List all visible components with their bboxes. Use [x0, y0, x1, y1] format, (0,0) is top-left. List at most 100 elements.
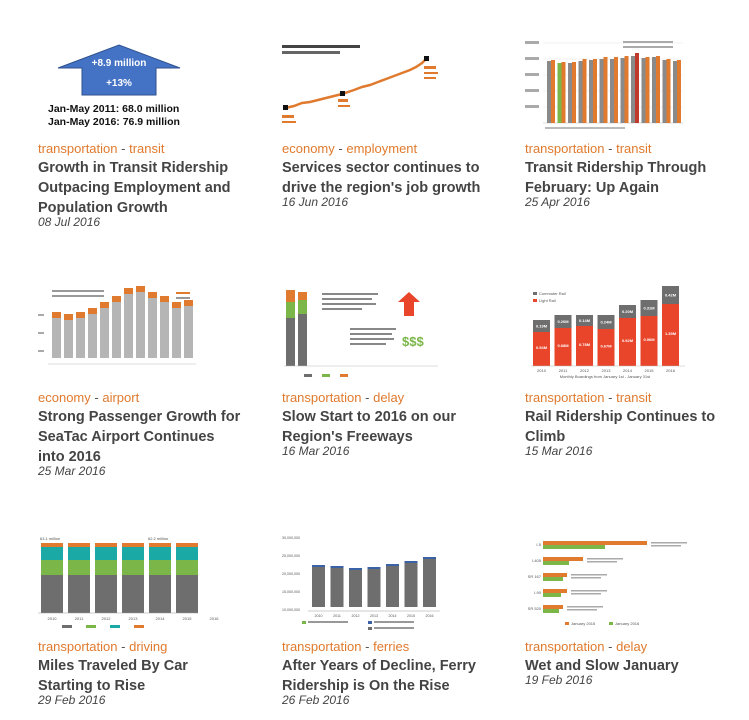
thumb-bar [112, 300, 121, 358]
year-label: 2010 [537, 368, 547, 373]
thumb-bar [662, 304, 679, 366]
category-link[interactable]: airport [102, 390, 140, 405]
post-date: 15 Mar 2016 [525, 444, 593, 458]
category-link[interactable]: transportation [525, 639, 605, 654]
commuter-rail-value: 0.24M [600, 320, 612, 325]
post-title[interactable]: After Years of Decline, Ferry Ridership … [282, 658, 476, 694]
post-title[interactable]: Strong Passenger Growth for SeaTac Airpo… [38, 409, 241, 465]
post-title[interactable]: Services sector continues to drive the r… [282, 160, 481, 196]
thumb-bar [677, 60, 681, 123]
post-categories: transportation - transit [525, 141, 652, 156]
category-link[interactable]: economy [38, 390, 91, 405]
category-link[interactable]: transportation [525, 141, 605, 156]
post-card[interactable]: Commuter Rail Light Rail 0.19M 0.54M 2010 0… [525, 284, 735, 484]
post-title[interactable]: Wet and Slow January [525, 658, 679, 674]
post-categories: transportation - driving [38, 639, 167, 654]
thumb-bar [568, 63, 572, 123]
thumb-bar [68, 575, 90, 613]
post-title[interactable]: Growth in Transit Ridership Outpacing Em… [38, 160, 231, 216]
light-rail-value: 0.96M [643, 337, 655, 342]
post-thumbnail[interactable] [282, 35, 492, 135]
category-link[interactable]: transportation [282, 639, 362, 654]
thumb-note-line [567, 606, 603, 608]
thumb-note-line [571, 577, 601, 579]
category-link[interactable]: transportation [38, 639, 118, 654]
post-title[interactable]: Transit Ridership Through February: Up A… [525, 160, 707, 196]
category-link[interactable]: transportation [38, 141, 118, 156]
thumb-bar [561, 62, 566, 123]
post-thumbnail[interactable]: 30,000,000 25,000,000 20,000,000 15,000,000… [282, 533, 492, 633]
category-link[interactable]: delay [373, 390, 405, 405]
post-title[interactable]: Rail Ridership Continues to Climb [525, 409, 716, 445]
post-thumbnail[interactable]: Commuter Rail Light Rail 0.19M 0.54M 2010 0… [525, 284, 735, 384]
ferry-stacked-bar-graphic: 30,000,000 25,000,000 20,000,000 15,000,000… [282, 536, 440, 630]
thumb-bar [620, 58, 625, 123]
post-card[interactable]: $$$ transportation - delay Slow Start to… [282, 284, 492, 484]
category-separator: - [338, 141, 343, 156]
year-label: 2010 [315, 614, 323, 618]
light-rail-value: 0.54M [536, 345, 548, 350]
thumb-bar [160, 296, 169, 302]
category-link[interactable]: employment [346, 141, 418, 156]
thumb-bar [95, 547, 117, 560]
year-label: 2012 [352, 614, 360, 618]
thumb-bar [149, 547, 171, 560]
category-separator: - [608, 639, 613, 654]
thumb-bar [543, 545, 605, 549]
post-title[interactable]: Slow Start to 2016 on our Region's Freew… [282, 409, 457, 445]
post-card[interactable]: 30,000,000 25,000,000 20,000,000 15,000,000… [282, 533, 492, 713]
thumb-bar [136, 290, 145, 358]
post-thumbnail[interactable]: 63.1 million 62.2 million 2010 2011 2012 20… [38, 533, 248, 633]
thumb-bar [614, 57, 618, 123]
post-thumbnail[interactable] [38, 284, 248, 384]
post-date: 16 Jun 2016 [282, 195, 349, 209]
post-card[interactable]: economy - employment Services sector con… [282, 35, 492, 235]
thumb-bar [122, 547, 144, 560]
post-thumbnail[interactable]: $$$ [282, 284, 492, 384]
category-link[interactable]: transportation [525, 390, 605, 405]
category-link[interactable]: economy [282, 141, 335, 156]
thumb-bar [68, 547, 90, 560]
y-tick-label: 20,000,000 [282, 572, 300, 576]
post-title[interactable]: Miles Traveled By Car Starting to Rise [38, 658, 188, 694]
road-label: SR 167 [528, 574, 542, 579]
category-link[interactable]: transit [129, 141, 165, 156]
category-separator: - [365, 390, 370, 405]
category-link[interactable]: delay [616, 639, 648, 654]
thumb-bar [172, 306, 181, 358]
year-label: 2015 [645, 368, 655, 373]
post-date: 08 Jul 2016 [38, 215, 101, 229]
thumb-bar [184, 304, 193, 358]
thumb-bar [176, 575, 198, 613]
post-card[interactable]: +8.9 million +13% Jan-May 2011: 68.0 mil… [38, 35, 248, 235]
category-link[interactable]: ferries [373, 639, 410, 654]
post-date: 19 Feb 2016 [525, 673, 593, 687]
post-card[interactable]: 63.1 million 62.2 million 2010 2011 2012 20… [38, 533, 248, 713]
category-link[interactable]: transit [616, 141, 652, 156]
thumb-bar [148, 292, 157, 298]
thumb-bar [88, 308, 97, 314]
category-link[interactable]: driving [129, 639, 168, 654]
post-thumbnail[interactable] [525, 35, 735, 135]
thumb-line-1: Jan-May 2011: 68.0 million [48, 103, 179, 115]
thumb-bar [662, 286, 679, 304]
post-card[interactable]: I-5 I-405 SR 167 I-90 SR 520 January 2015 Ja… [525, 533, 735, 713]
post-thumbnail[interactable]: I-5 I-405 SR 167 I-90 SR 520 January 2015 Ja… [525, 533, 735, 633]
post-card[interactable]: economy - airport Strong Passenger Growt… [38, 284, 248, 484]
post-thumbnail[interactable]: +8.9 million +13% Jan-May 2011: 68.0 mil… [38, 35, 248, 135]
thumb-bar [64, 314, 73, 320]
road-label: I-405 [532, 558, 542, 563]
category-separator: - [608, 141, 613, 156]
year-label: 2015 [407, 614, 415, 618]
thumb-bar [52, 316, 61, 358]
thumb-bar [554, 328, 572, 366]
thumb-bar [578, 61, 583, 123]
thumb-bar [582, 59, 587, 123]
airport-bar-graphic [38, 286, 196, 365]
category-link[interactable]: transit [616, 390, 652, 405]
thumb-bar [640, 316, 658, 366]
post-card[interactable]: transportation - transit Transit Ridersh… [525, 35, 735, 235]
thumb-bar [124, 292, 133, 358]
category-link[interactable]: transportation [282, 390, 362, 405]
thumb-bar [112, 296, 121, 302]
